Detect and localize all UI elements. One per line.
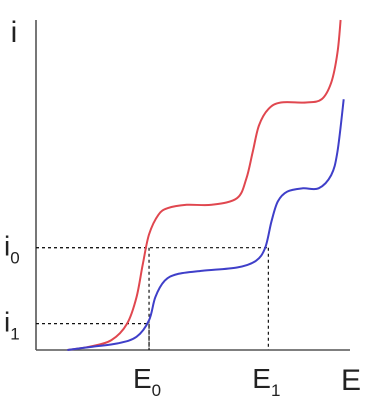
y-axis-label: i bbox=[11, 16, 18, 49]
axis-labels: i E E0 E1 i0 i1 bbox=[4, 16, 361, 400]
x-tick-label-0: E0 bbox=[133, 363, 161, 400]
y-tick-label-0: i0 bbox=[4, 231, 20, 268]
x-tick-label-1: E1 bbox=[252, 363, 280, 400]
guide-lines bbox=[36, 247, 269, 350]
curves bbox=[67, 19, 345, 351]
series-line-1 bbox=[67, 99, 345, 351]
series-line-0 bbox=[67, 19, 342, 351]
y-tick-label-1: i1 bbox=[4, 307, 20, 344]
axes bbox=[35, 20, 350, 351]
x-axis-label: E bbox=[341, 364, 361, 397]
